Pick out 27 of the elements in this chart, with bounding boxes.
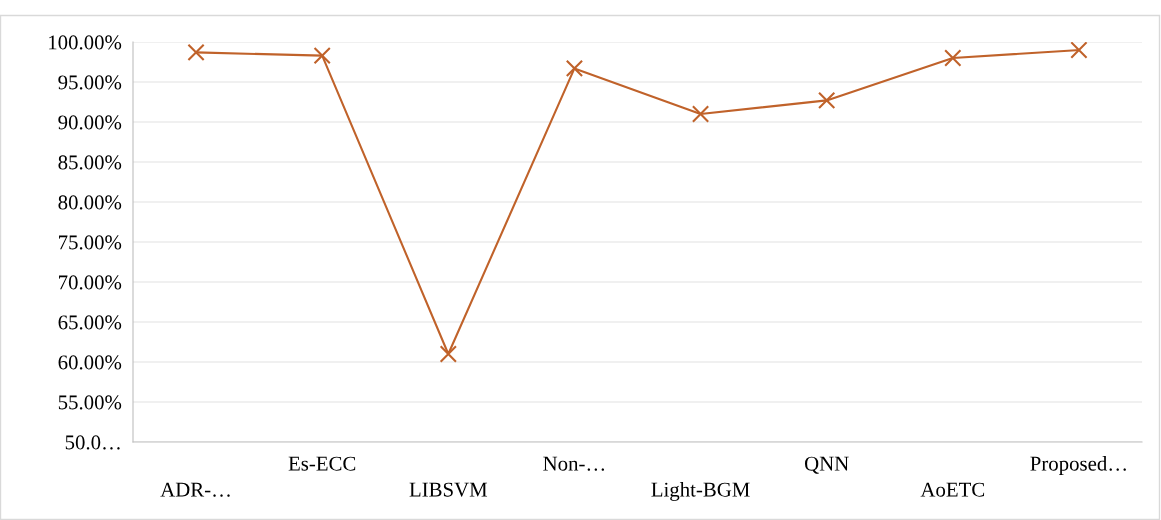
- x-tick-label: Non-…: [543, 456, 605, 471]
- x-tick-label: ADR-…: [160, 482, 230, 497]
- y-tick-label: 95.00%: [58, 75, 122, 90]
- y-tick-label: 75.00%: [59, 235, 122, 250]
- point: [818, 91, 836, 110]
- y-tick-label: 80.00%: [58, 195, 122, 210]
- x-tick-label: Proposed…: [1030, 456, 1126, 475]
- point: [439, 345, 457, 363]
- y-tick-label: 70.00%: [59, 275, 122, 290]
- point: [1070, 42, 1088, 59]
- y-tick-label: 85.00%: [58, 155, 122, 170]
- y-tick-label: 60.00%: [58, 355, 122, 370]
- x-tick-label: Es-ECC: [288, 456, 356, 471]
- point: [187, 43, 205, 62]
- x-tick-label: Light-BGM: [651, 482, 750, 501]
- x-tick-label: QNN: [804, 456, 849, 474]
- point: [565, 59, 584, 78]
- y-tick-label: 50.0…: [65, 435, 120, 450]
- y-tick-label: 55.00%: [58, 395, 122, 410]
- x-tick-label: LIBSVM: [409, 482, 488, 497]
- y-tick-label: 90.00%: [58, 115, 122, 130]
- point: [691, 105, 710, 123]
- point: [944, 49, 962, 67]
- y-tick-label: 100.00%: [49, 35, 122, 50]
- y-tick-label: 65.00%: [58, 315, 122, 330]
- x-tick-label: AoETC: [920, 482, 985, 497]
- point: [313, 46, 331, 65]
